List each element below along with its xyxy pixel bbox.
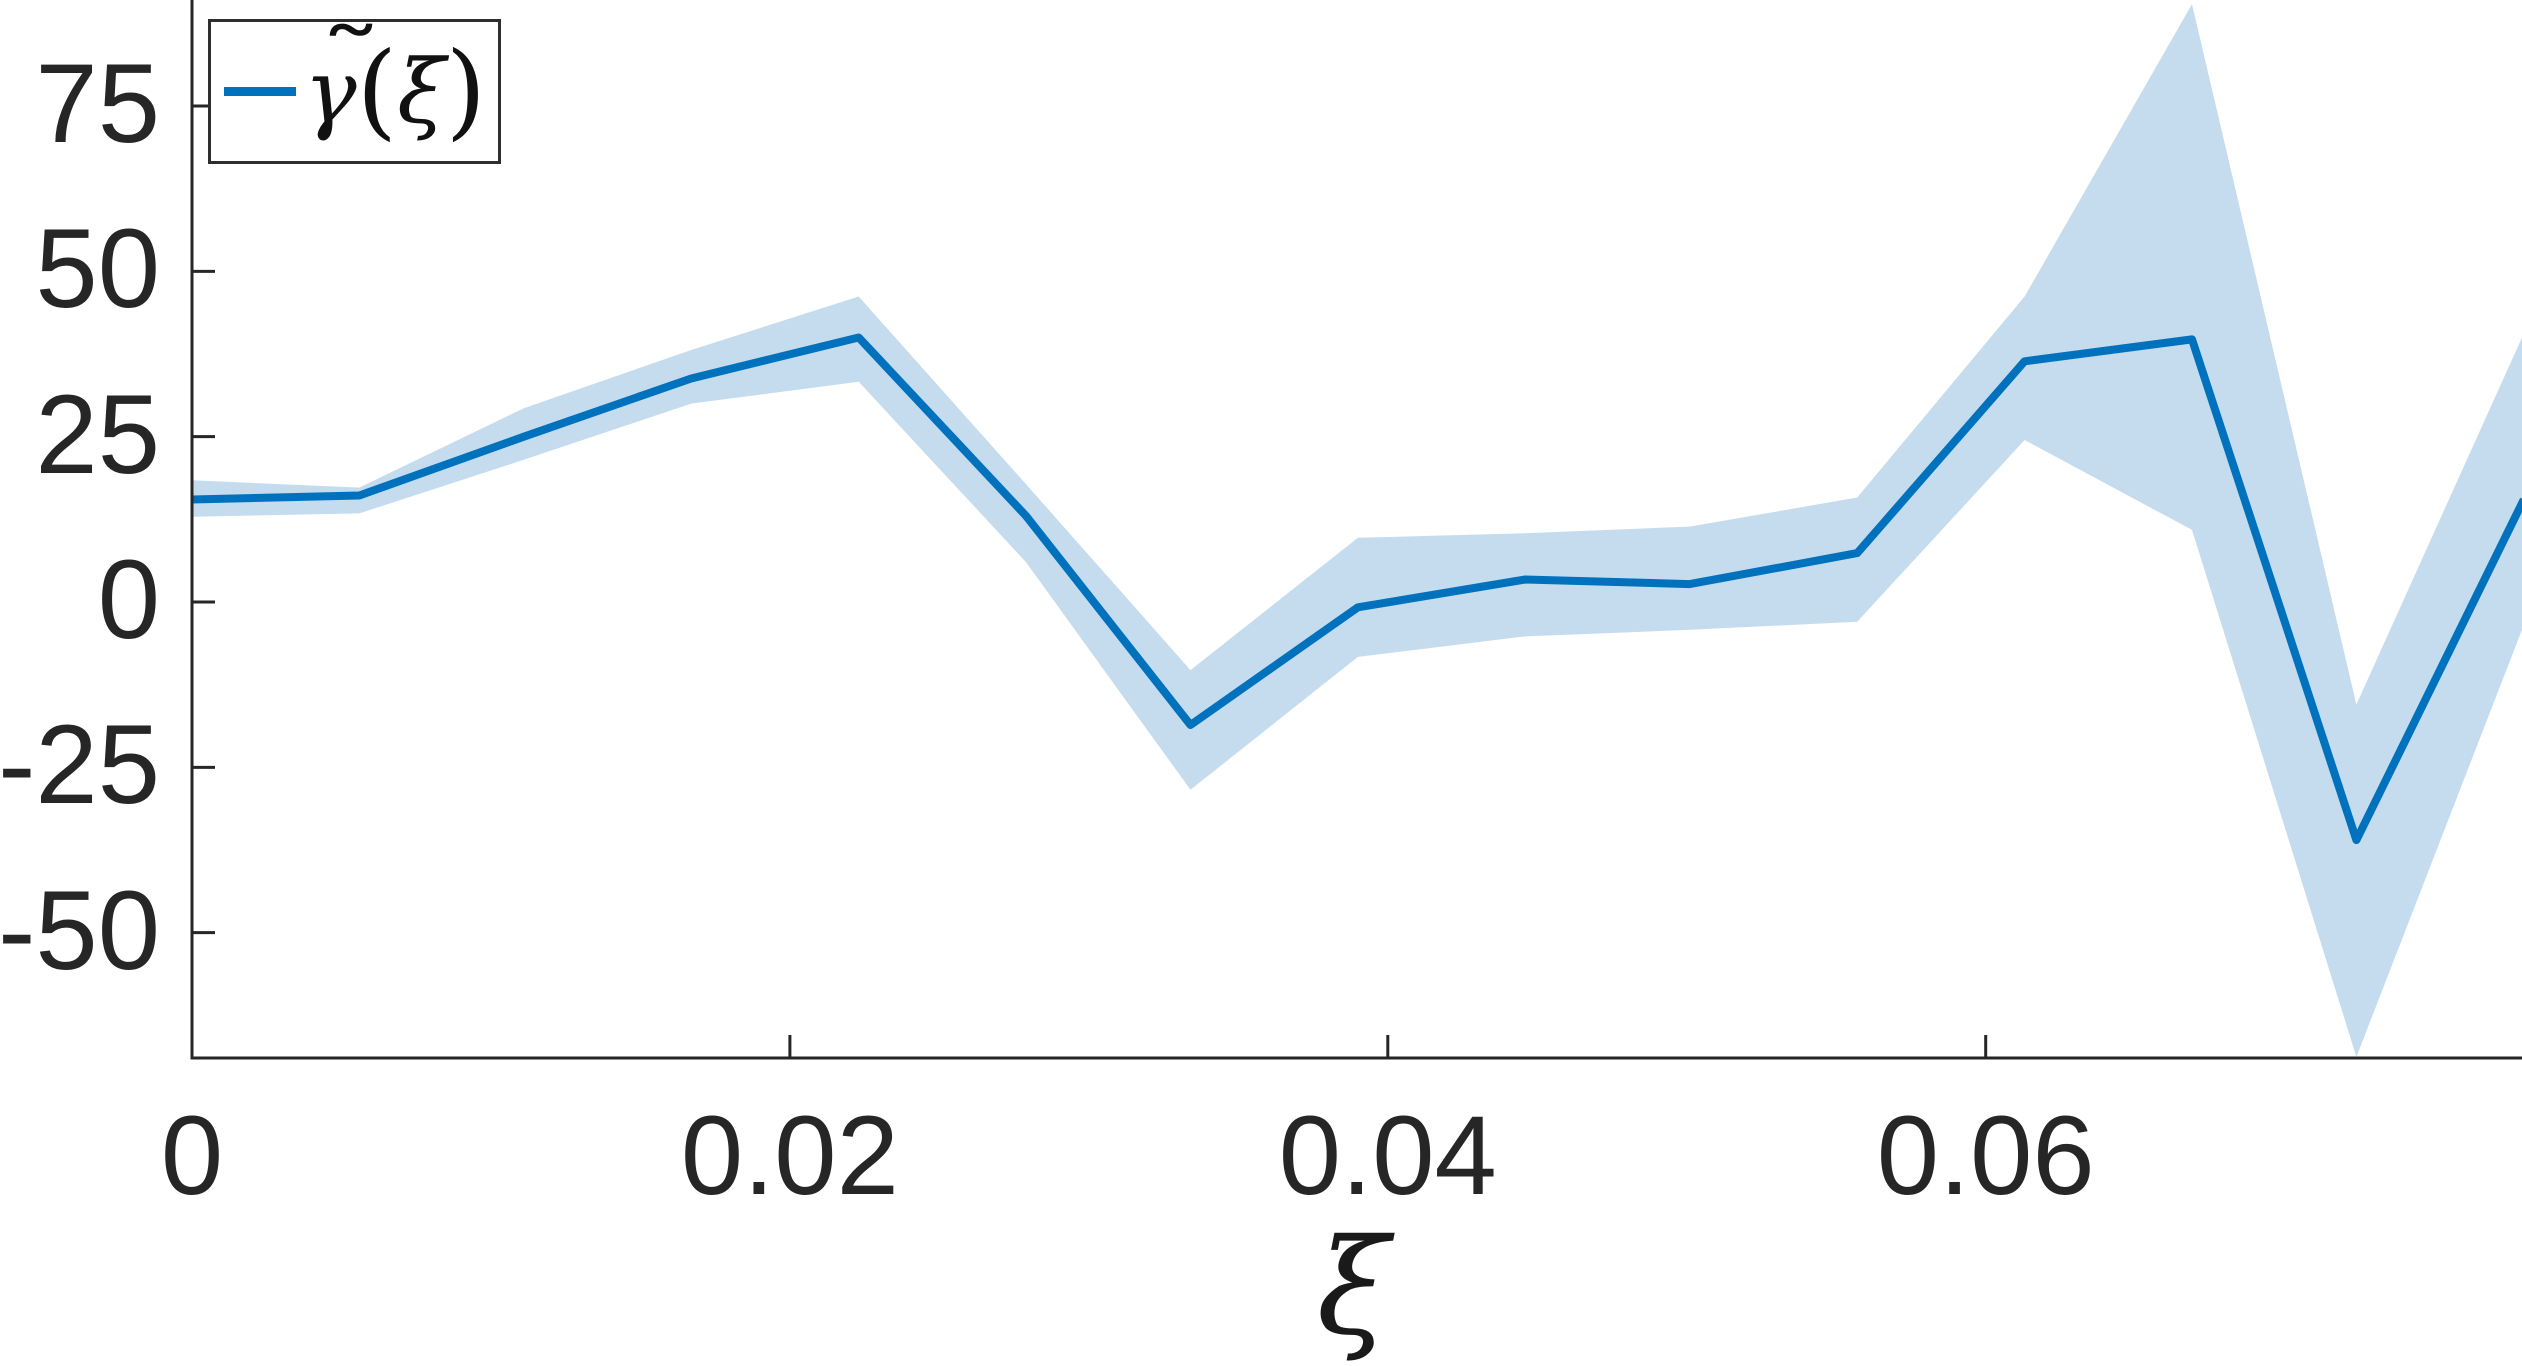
gamma-symbol: γ: [304, 39, 357, 143]
y-tick-label: -25: [0, 702, 160, 828]
y-ticks: [192, 104, 215, 935]
xi-symbol: ξ: [397, 39, 446, 143]
x-ticks: [190, 1035, 1988, 1058]
open-paren: (: [356, 30, 398, 151]
x-tick-label: 0.04: [1278, 1093, 1497, 1218]
legend-line-sample: [224, 87, 296, 96]
close-paren: ): [445, 30, 487, 151]
legend-label: ˜ γ ( ξ ): [304, 17, 487, 151]
tilde-accent: ˜: [317, 9, 384, 113]
x-tick-label: 0.06: [1876, 1093, 2095, 1218]
y-tick-label: 75: [35, 40, 160, 166]
y-tick-label: -50: [0, 867, 160, 993]
x-tick-label: 0: [160, 1093, 224, 1218]
x-tick-label: 0.02: [680, 1093, 899, 1218]
series-line: [191, 333, 2522, 845]
legend: ˜ γ ( ξ ): [208, 17, 501, 164]
x-axis-title: ξ: [1316, 1211, 1390, 1365]
y-tick-label: 0: [97, 537, 160, 662]
confidence-band: [192, 4, 2522, 1057]
y-tick-label: 50: [35, 206, 160, 332]
y-tick-label: 25: [35, 371, 160, 497]
gamma-tilde-symbol: ˜ γ: [304, 17, 384, 136]
